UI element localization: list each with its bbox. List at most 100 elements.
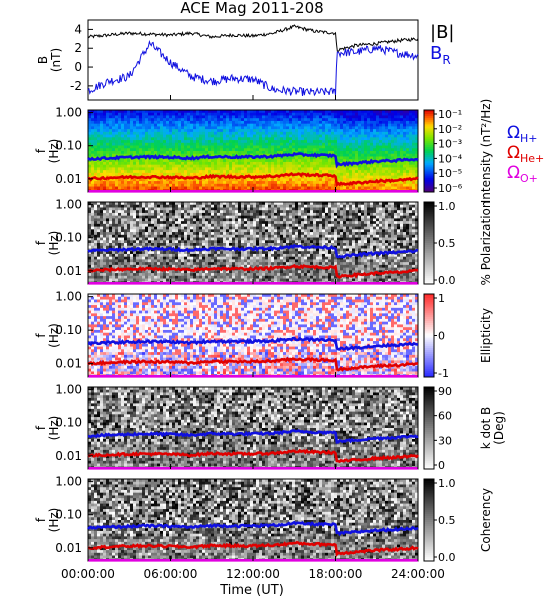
spectrogram-cell <box>184 251 188 255</box>
spectrogram-cell <box>247 181 251 185</box>
series-line-b-r <box>87 39 419 97</box>
spectrogram-cell <box>133 207 137 211</box>
spectrogram-cell <box>220 145 224 149</box>
spectrogram-cell <box>175 172 179 176</box>
spectrogram-cell <box>409 175 413 179</box>
spectrogram-cell <box>106 159 110 163</box>
spectrogram-cell <box>232 204 236 208</box>
spectrogram-cell <box>244 215 248 219</box>
spectrogram-cell <box>145 273 149 277</box>
spectrogram-cell <box>103 264 107 268</box>
spectrogram-cell <box>307 140 311 144</box>
spectrogram-cell <box>295 142 299 146</box>
spectrogram-cell <box>121 181 125 185</box>
spectrogram-cell <box>160 120 164 125</box>
spectrogram-cell <box>352 151 356 155</box>
spectrogram-cell <box>169 212 173 217</box>
spectrogram-cell <box>202 229 206 233</box>
spectrogram-cell <box>106 229 110 233</box>
spectrogram-cell <box>370 151 374 155</box>
spectrogram-cell <box>394 167 398 171</box>
spectrogram-cell <box>361 134 365 138</box>
spectrogram-cell <box>97 164 101 168</box>
spectrogram-cell <box>208 262 212 266</box>
spectrogram-cell <box>157 159 161 163</box>
spectrogram-cell <box>136 202 140 206</box>
spectrogram-cell <box>244 273 248 277</box>
spectrogram-cell <box>133 178 137 182</box>
spectrogram-cell <box>373 131 377 135</box>
spectrogram-cell <box>292 167 296 171</box>
spectrogram-cell <box>340 156 344 160</box>
spectrogram-cell <box>301 186 305 190</box>
spectrogram-cell <box>175 215 179 219</box>
spectrogram-cell <box>139 253 143 258</box>
spectrogram-cell <box>271 120 275 125</box>
spectrogram-cell <box>97 264 101 268</box>
spectrogram-cell <box>286 137 290 141</box>
spectrogram-cell <box>223 164 227 168</box>
spectrogram-cell <box>259 131 263 135</box>
spectrogram-cell <box>178 164 182 168</box>
spectrogram-cell <box>382 118 386 122</box>
spectrogram-cell <box>310 161 314 166</box>
spectrogram-cell <box>244 270 248 274</box>
spectrogram-cell <box>358 170 362 174</box>
spectrogram-cell <box>151 232 155 236</box>
spectrogram-cell <box>97 134 101 138</box>
spectrogram-cell <box>91 212 95 217</box>
spectrogram-cell <box>205 186 209 190</box>
spectrogram-cell <box>100 226 104 230</box>
spectrogram-cell <box>118 240 122 244</box>
spectrogram-cell <box>205 129 209 133</box>
spectrogram-cell <box>235 123 239 127</box>
spectrogram-cell <box>178 142 182 146</box>
spectrogram-cell <box>166 232 170 236</box>
spectrogram-cell <box>148 183 152 187</box>
spectrogram-cell <box>229 204 233 208</box>
spectrogram-cell <box>202 164 206 168</box>
spectrogram-cell <box>187 251 191 255</box>
spectrogram-cell <box>226 183 230 187</box>
spectrogram-cell <box>280 120 284 125</box>
spectrogram-cell <box>235 226 239 230</box>
spectrogram-cell <box>124 229 128 233</box>
spectrogram-cell <box>358 178 362 182</box>
spectrogram-cell <box>208 140 212 144</box>
spectrogram-cell <box>220 248 224 252</box>
spectrogram-cell <box>217 202 221 206</box>
spectrogram-cell <box>148 123 152 127</box>
spectrogram-cell <box>355 120 359 125</box>
spectrogram-cell <box>172 259 176 263</box>
spectrogram-cell <box>256 129 260 133</box>
spectrogram-cell <box>301 118 305 122</box>
spectrogram-cell <box>412 112 416 116</box>
spectrogram-cell <box>187 229 191 233</box>
spectrogram-cell <box>346 129 350 133</box>
colorbar-tick-label: 10⁻³ <box>438 138 462 151</box>
spectrogram-cell <box>118 229 122 233</box>
spectrogram-cell <box>415 178 419 182</box>
spectrogram-cell <box>211 112 215 116</box>
spectrogram-cell <box>256 183 260 187</box>
spectrogram-cell <box>151 159 155 163</box>
spectrogram-cell <box>154 204 158 208</box>
spectrogram-cell <box>133 264 137 268</box>
spectrogram-cell <box>211 264 215 268</box>
spectrogram-cell <box>289 175 293 179</box>
spectrogram-cell <box>217 164 221 168</box>
spectrogram-cell <box>103 253 107 258</box>
spectrogram-cell <box>100 142 104 146</box>
spectrogram-cell <box>388 145 392 149</box>
spectrogram-cell <box>310 123 314 127</box>
spectrogram-cell <box>301 151 305 155</box>
spectrogram-cell <box>103 129 107 133</box>
spectrogram-cell <box>274 145 278 149</box>
spectrogram-cell <box>190 215 194 219</box>
spectrogram-cell <box>355 178 359 182</box>
spectrogram-cell <box>202 134 206 138</box>
spectrogram-cell <box>286 151 290 155</box>
spectrogram-cell <box>187 118 191 122</box>
spectrogram-cell <box>115 221 119 225</box>
spectrogram-cell <box>184 243 188 247</box>
